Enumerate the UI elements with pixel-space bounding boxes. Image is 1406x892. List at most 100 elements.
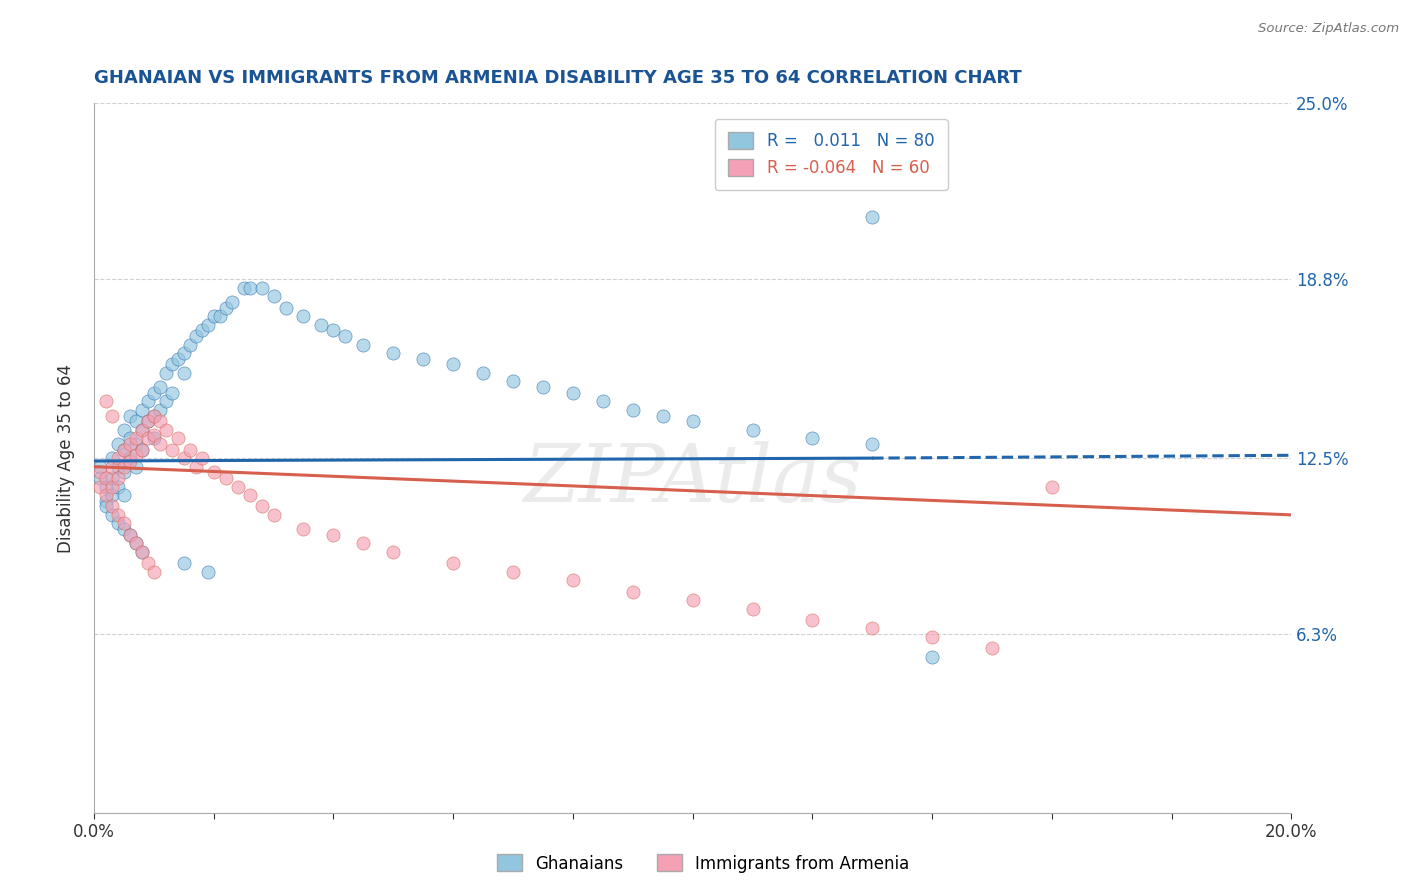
Point <box>125 437 148 451</box>
Point <box>112 488 135 502</box>
Point <box>166 431 188 445</box>
Point <box>101 459 124 474</box>
Point <box>101 500 124 514</box>
Point <box>382 346 405 360</box>
Point <box>202 466 225 480</box>
Legend: Ghanaians, Immigrants from Armenia: Ghanaians, Immigrants from Armenia <box>491 847 915 880</box>
Point <box>107 479 129 493</box>
Point <box>155 423 177 437</box>
Point <box>651 409 673 423</box>
Point <box>502 565 524 579</box>
Point <box>441 556 464 570</box>
Point <box>107 508 129 522</box>
Point <box>197 565 219 579</box>
Point <box>136 556 159 570</box>
Point <box>801 431 824 445</box>
Point <box>741 601 763 615</box>
Point <box>221 295 243 310</box>
Point <box>166 351 188 366</box>
Point <box>682 593 704 607</box>
Point <box>112 522 135 536</box>
Point <box>142 428 165 442</box>
Point <box>981 641 1004 656</box>
Point <box>472 366 495 380</box>
Point <box>94 394 117 409</box>
Point <box>118 431 141 445</box>
Text: Source: ZipAtlas.com: Source: ZipAtlas.com <box>1258 22 1399 36</box>
Point <box>155 394 177 409</box>
Point <box>592 394 614 409</box>
Point <box>322 528 344 542</box>
Point <box>179 337 201 351</box>
Point <box>801 613 824 627</box>
Point <box>131 442 153 457</box>
Point <box>208 310 231 324</box>
Point <box>125 536 148 550</box>
Point <box>89 471 111 485</box>
Point <box>502 375 524 389</box>
Point <box>149 403 172 417</box>
Point <box>94 500 117 514</box>
Point <box>125 459 148 474</box>
Point <box>131 423 153 437</box>
Point <box>107 437 129 451</box>
Point <box>173 556 195 570</box>
Text: GHANAIAN VS IMMIGRANTS FROM ARMENIA DISABILITY AGE 35 TO 64 CORRELATION CHART: GHANAIAN VS IMMIGRANTS FROM ARMENIA DISA… <box>94 69 1022 87</box>
Point <box>125 431 148 445</box>
Point <box>131 442 153 457</box>
Point <box>142 385 165 400</box>
Point <box>173 451 195 466</box>
Point <box>89 479 111 493</box>
Point <box>441 358 464 372</box>
Point <box>136 431 159 445</box>
Point <box>112 442 135 457</box>
Point <box>118 437 141 451</box>
Point <box>160 442 183 457</box>
Point <box>232 281 254 295</box>
Point <box>118 454 141 468</box>
Point <box>125 448 148 462</box>
Point <box>149 437 172 451</box>
Point <box>214 471 236 485</box>
Point <box>107 471 129 485</box>
Point <box>142 565 165 579</box>
Point <box>142 409 165 423</box>
Point <box>131 423 153 437</box>
Point <box>136 414 159 428</box>
Point <box>412 351 434 366</box>
Point <box>561 573 583 587</box>
Point <box>239 488 262 502</box>
Point <box>101 488 124 502</box>
Point <box>190 451 212 466</box>
Point <box>142 431 165 445</box>
Point <box>118 451 141 466</box>
Point <box>131 545 153 559</box>
Point <box>118 409 141 423</box>
Point <box>101 409 124 423</box>
Point <box>311 318 333 332</box>
Point <box>322 323 344 337</box>
Point <box>382 545 405 559</box>
Point <box>118 528 141 542</box>
Point <box>226 479 249 493</box>
Point <box>107 516 129 531</box>
Point <box>112 459 135 474</box>
Point <box>173 346 195 360</box>
Point <box>155 366 177 380</box>
Point <box>561 385 583 400</box>
Point <box>142 409 165 423</box>
Point <box>136 414 159 428</box>
Point <box>125 414 148 428</box>
Point <box>101 471 124 485</box>
Text: ZIPAtlas: ZIPAtlas <box>523 441 862 518</box>
Point <box>94 471 117 485</box>
Point <box>621 584 644 599</box>
Point <box>101 479 124 493</box>
Point <box>352 536 374 550</box>
Point <box>214 301 236 315</box>
Point <box>118 528 141 542</box>
Point <box>136 394 159 409</box>
Point <box>131 545 153 559</box>
Point <box>125 536 148 550</box>
Point <box>131 403 153 417</box>
